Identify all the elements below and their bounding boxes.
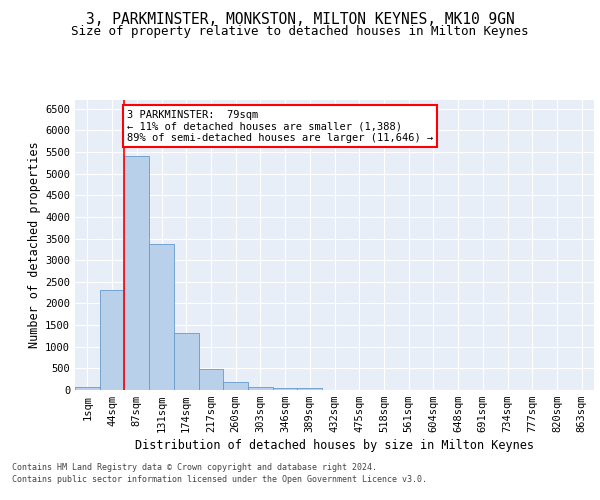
Text: 3, PARKMINSTER, MONKSTON, MILTON KEYNES, MK10 9GN: 3, PARKMINSTER, MONKSTON, MILTON KEYNES,…: [86, 12, 514, 28]
Bar: [100, 290, 124, 390]
Bar: [75, 387, 100, 390]
Bar: [199, 369, 223, 390]
Bar: [298, 388, 322, 390]
Y-axis label: Number of detached properties: Number of detached properties: [28, 142, 41, 348]
Bar: [248, 386, 273, 390]
Text: 3 PARKMINSTER:  79sqm
← 11% of detached houses are smaller (1,388)
89% of semi-d: 3 PARKMINSTER: 79sqm ← 11% of detached h…: [127, 110, 433, 142]
Bar: [124, 156, 149, 390]
Bar: [149, 244, 174, 390]
Text: Size of property relative to detached houses in Milton Keynes: Size of property relative to detached ho…: [71, 25, 529, 38]
Bar: [174, 333, 199, 390]
Text: Contains public sector information licensed under the Open Government Licence v3: Contains public sector information licen…: [12, 475, 427, 484]
Text: Contains HM Land Registry data © Crown copyright and database right 2024.: Contains HM Land Registry data © Crown c…: [12, 462, 377, 471]
Bar: [223, 382, 248, 390]
X-axis label: Distribution of detached houses by size in Milton Keynes: Distribution of detached houses by size …: [135, 440, 534, 452]
Bar: [273, 388, 298, 390]
